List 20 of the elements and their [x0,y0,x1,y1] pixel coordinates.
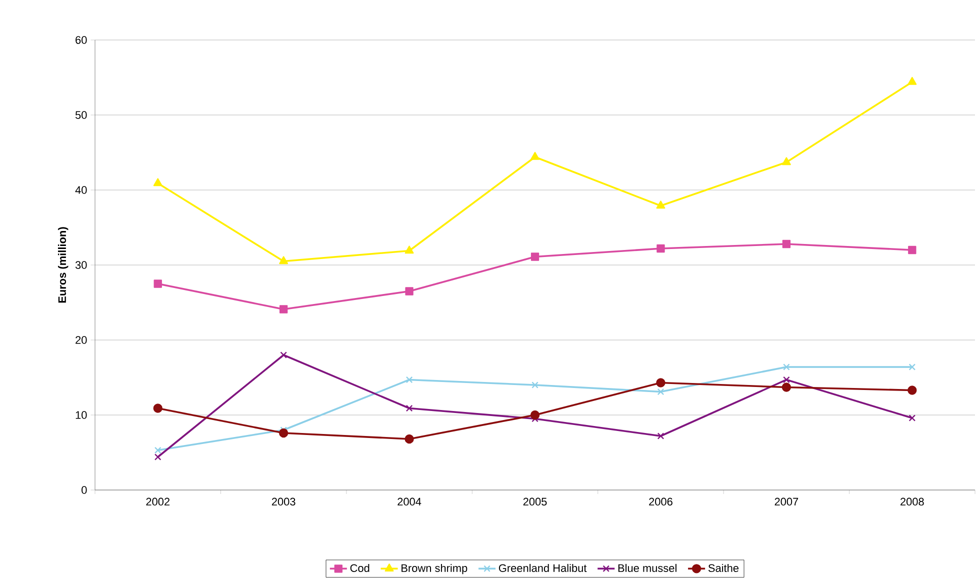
y-tick-label: 30 [75,261,87,269]
x-tick-label: 2002 [146,498,170,506]
y-tick-label: 10 [76,411,87,419]
x-tick-label: 2008 [900,498,924,506]
x-tick-label: 2005 [523,498,547,506]
y-axis-title: Euros (million) [58,227,68,303]
y-tick-label: 0 [82,486,87,494]
legend-label: Saithe [708,564,739,572]
y-tick-label: 20 [76,336,87,344]
legend-label: Greenland Halibut [498,564,587,572]
legend-label: Blue mussel [618,564,676,572]
legend-label: Cod [350,564,370,572]
y-tick-label: 40 [75,186,87,194]
legend-label: Brown shrimp [402,564,468,574]
x-tick-label: 2003 [272,498,296,506]
x-tick-label: 2007 [774,498,798,506]
y-tick-label: 60 [76,36,87,44]
y-tick-label: 50 [75,111,87,119]
x-tick-label: 2006 [649,498,672,506]
x-tick-label: 2004 [398,498,422,506]
